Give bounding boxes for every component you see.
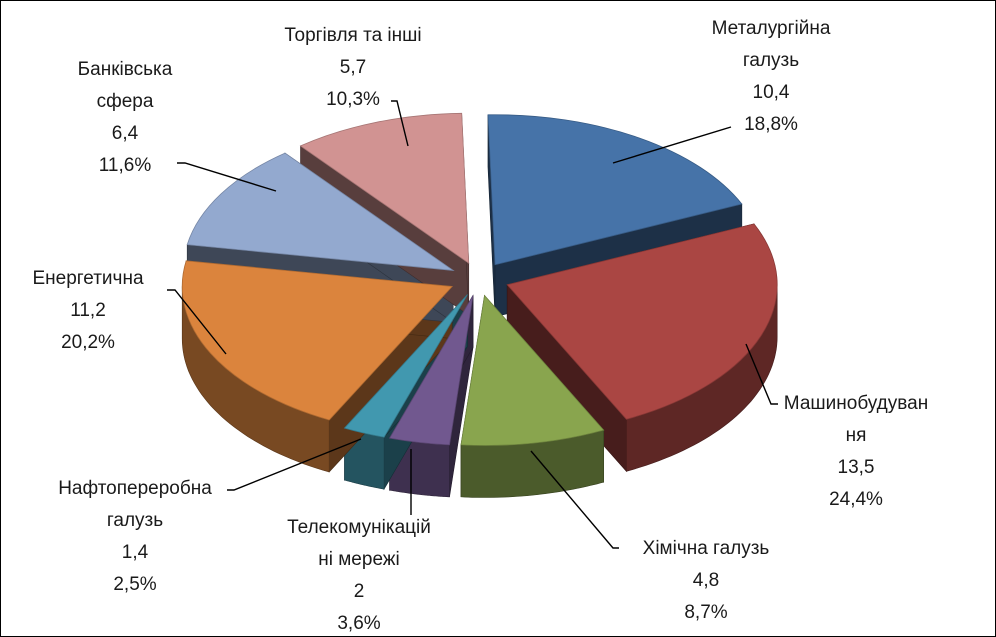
leader-line-банківська (177, 162, 277, 192)
data-label-нафтопереробна-name-1: галузь (107, 510, 163, 531)
data-label-хімічна-галузь-name-0: Хімічна галузь (643, 538, 770, 559)
data-label-телекомунікацій-value: 2 (354, 581, 365, 602)
slice-хімічна-галузь (460, 294, 605, 446)
slice-банківська (186, 152, 455, 271)
data-label-банківська-name-0: Банківська (78, 59, 173, 80)
data-label-металургійна-percent: 18,8% (744, 114, 798, 135)
data-label-машинобудуван-percent: 24,4% (829, 489, 883, 510)
data-label-машинобудуван-name-1: ня (846, 425, 867, 446)
slice-металургійна (487, 114, 743, 266)
leader-line-енергетична (167, 289, 227, 355)
slice-енергетична (181, 260, 453, 421)
data-label-телекомунікацій-name-0: Телекомунікацій (287, 517, 431, 538)
data-label-металургійна-name-1: галузь (743, 50, 799, 71)
data-label-металургійна-value: 10,4 (753, 82, 790, 103)
data-label-банківська-percent: 11,6% (99, 155, 152, 176)
data-label-машинобудуван-value: 13,5 (838, 457, 875, 478)
data-label-торгівля-та-інші-percent: 10,3% (326, 89, 380, 110)
leader-line-металургійна (612, 126, 732, 164)
slice-телекомунікацій (388, 295, 474, 446)
data-label-нафтопереробна-value: 1,4 (122, 542, 149, 563)
slice-нафтопереробна (343, 294, 468, 438)
data-label-хімічна-галузь-percent: 8,7% (684, 602, 727, 623)
leader-line-торгівля-та-інші (391, 100, 409, 147)
data-label-телекомунікацій-percent: 3,6% (337, 613, 380, 634)
data-label-хімічна-галузь-value: 4,8 (693, 570, 719, 591)
data-labels: Металургійна галузь 10,4 18,8% Машинобудуван… (31, 17, 930, 636)
data-label-машинобудуван-name-0: Машинобудуван (784, 393, 928, 414)
data-label-банківська-value: 6,4 (112, 123, 139, 144)
pie-slices (181, 112, 778, 498)
leader-line-машинобудуван (745, 343, 778, 405)
data-label-енергетична-value: 11,2 (70, 300, 106, 321)
data-label-торгівля-та-інші-name-0: Торгівля та інші (284, 25, 421, 46)
data-label-телекомунікацій-name-1: ні мережі (318, 549, 399, 570)
slice-торгівля-та-інші (299, 112, 470, 265)
leader-line-хімічна-галузь (530, 450, 619, 549)
leader-lines (167, 100, 778, 549)
slice-машинобудуван (506, 223, 778, 420)
data-label-металургійна-name-0: Металургійна (712, 18, 831, 39)
data-label-нафтопереробна-percent: 2,5% (113, 574, 156, 595)
data-label-нафтопереробна-name-0: Нафтопереробна (58, 478, 212, 499)
data-label-енергетична-percent: 20,2% (61, 332, 115, 353)
leader-line-нафтопереробна (227, 438, 362, 491)
data-label-торгівля-та-інші-value: 5,7 (340, 57, 366, 78)
data-label-банківська-name-1: сфера (97, 91, 154, 112)
data-label-енергетична-name-0: Енергетична (32, 268, 143, 289)
